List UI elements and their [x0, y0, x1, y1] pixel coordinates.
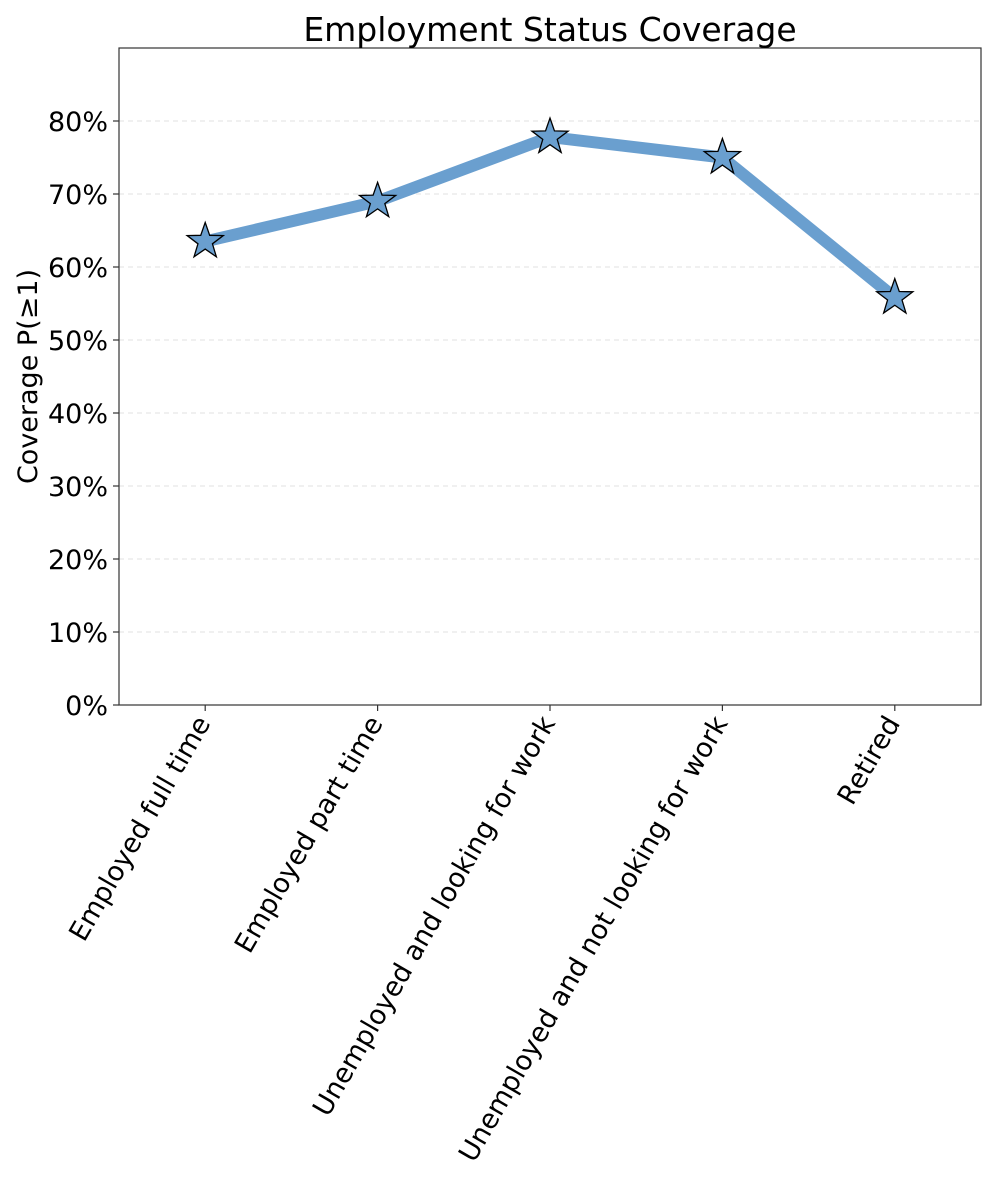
data-point-star — [185, 220, 226, 259]
chart-title: Employment Status Coverage — [303, 10, 796, 49]
y-tick-label: 30% — [48, 472, 108, 503]
plot-area-frame — [118, 47, 982, 706]
y-tick-label: 40% — [48, 399, 108, 430]
series-layer — [185, 116, 915, 315]
y-tick-label: 20% — [48, 545, 108, 576]
y-tick-label: 10% — [48, 618, 108, 649]
y-tick-label: 70% — [48, 180, 108, 211]
series-line — [203, 131, 899, 303]
data-point-star — [530, 116, 570, 155]
x-tick-label: Employed full time — [63, 711, 217, 947]
grid-lines — [119, 120, 981, 633]
axes: 0% 10% 20% 30% 40% 50% 60% 70% 80% Employed full … — [48, 107, 907, 1167]
y-tick-label: 50% — [48, 326, 108, 357]
y-tick-label: 80% — [48, 107, 108, 138]
data-point-star — [702, 136, 743, 175]
data-point-star — [874, 276, 915, 315]
x-tick-label: Employed part time — [229, 711, 390, 958]
y-axis-label: Coverage P(≥1) — [13, 269, 44, 484]
y-tick-label: 0% — [65, 691, 108, 722]
y-tick-label: 60% — [48, 253, 108, 284]
x-tick-label: Retired — [832, 711, 907, 810]
data-point-star — [357, 180, 398, 219]
